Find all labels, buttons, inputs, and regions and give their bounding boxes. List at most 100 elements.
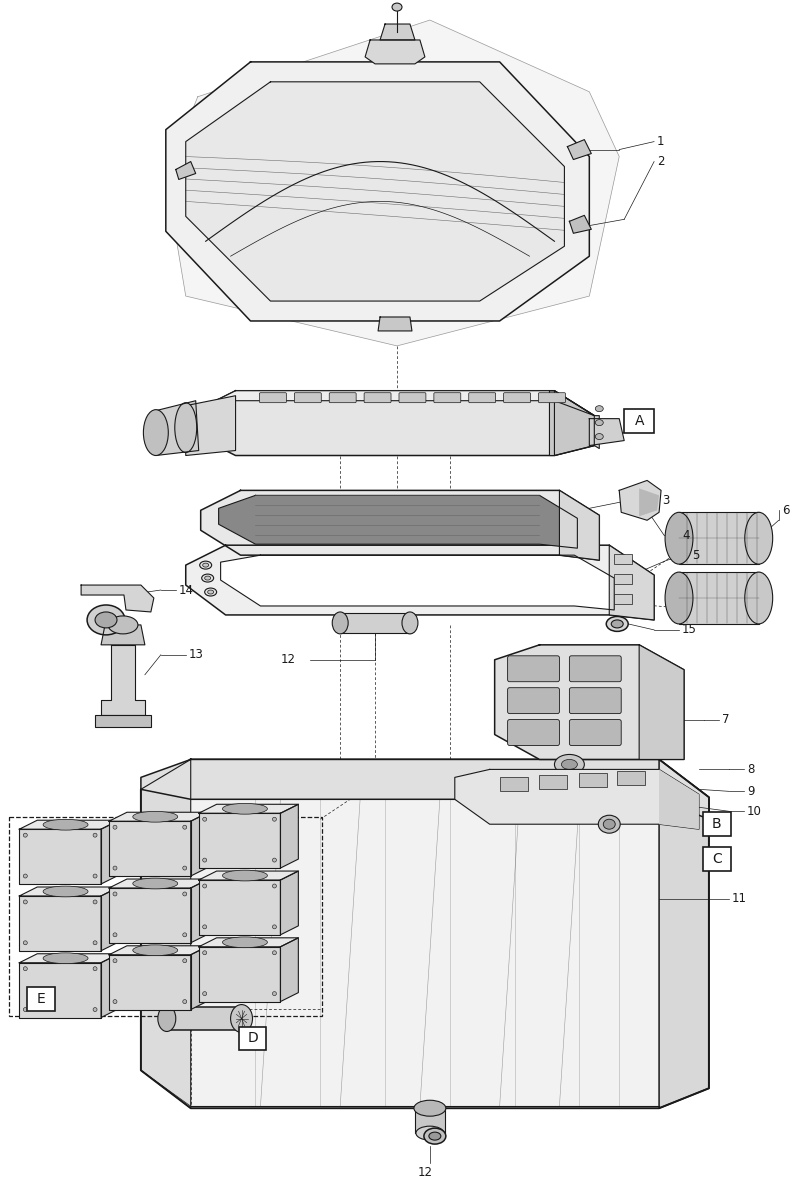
Ellipse shape: [272, 950, 276, 955]
Text: 5: 5: [692, 548, 700, 562]
Polygon shape: [198, 814, 280, 868]
Ellipse shape: [93, 874, 97, 878]
Bar: [615, 574, 632, 584]
Bar: [340, 613, 410, 632]
Ellipse shape: [202, 563, 209, 568]
Polygon shape: [81, 586, 154, 612]
Ellipse shape: [183, 826, 187, 829]
Polygon shape: [198, 947, 280, 1002]
FancyBboxPatch shape: [507, 688, 560, 714]
Ellipse shape: [95, 612, 117, 628]
FancyBboxPatch shape: [569, 720, 621, 745]
Polygon shape: [109, 888, 191, 943]
Ellipse shape: [230, 1004, 252, 1032]
Bar: [679, 512, 759, 564]
Ellipse shape: [596, 433, 603, 439]
Ellipse shape: [23, 967, 27, 971]
Polygon shape: [495, 644, 684, 760]
FancyBboxPatch shape: [538, 392, 565, 403]
Ellipse shape: [175, 403, 197, 452]
Ellipse shape: [183, 959, 187, 962]
Polygon shape: [639, 644, 684, 760]
Polygon shape: [198, 804, 299, 814]
Polygon shape: [101, 625, 145, 644]
FancyBboxPatch shape: [569, 688, 621, 714]
Polygon shape: [380, 24, 415, 40]
Polygon shape: [101, 644, 145, 714]
Ellipse shape: [272, 925, 276, 929]
Ellipse shape: [429, 1132, 441, 1140]
Polygon shape: [109, 812, 209, 821]
Bar: [95, 714, 151, 726]
Ellipse shape: [93, 833, 97, 838]
Ellipse shape: [93, 1008, 97, 1012]
Ellipse shape: [93, 941, 97, 944]
Ellipse shape: [392, 4, 402, 11]
Ellipse shape: [745, 512, 773, 564]
Ellipse shape: [144, 409, 168, 456]
Bar: [499, 778, 527, 791]
Bar: [679, 572, 759, 624]
Ellipse shape: [222, 937, 268, 948]
Ellipse shape: [596, 420, 603, 426]
Ellipse shape: [113, 1000, 117, 1003]
FancyBboxPatch shape: [399, 392, 426, 403]
FancyBboxPatch shape: [624, 409, 654, 432]
Ellipse shape: [599, 815, 620, 833]
Ellipse shape: [183, 1000, 187, 1003]
Bar: [167, 1007, 241, 1031]
Text: 15: 15: [682, 623, 697, 636]
Ellipse shape: [554, 755, 584, 774]
Ellipse shape: [23, 941, 27, 944]
Polygon shape: [659, 760, 709, 1109]
FancyBboxPatch shape: [507, 720, 560, 745]
Polygon shape: [156, 401, 198, 456]
Polygon shape: [19, 887, 119, 896]
FancyBboxPatch shape: [503, 392, 530, 403]
Ellipse shape: [414, 1100, 445, 1116]
Text: 8: 8: [747, 763, 754, 776]
Polygon shape: [141, 760, 191, 1109]
Polygon shape: [198, 871, 299, 880]
Text: 10: 10: [747, 805, 761, 817]
Ellipse shape: [205, 588, 217, 596]
Polygon shape: [191, 946, 209, 1009]
Polygon shape: [109, 946, 209, 955]
Ellipse shape: [745, 572, 773, 624]
FancyBboxPatch shape: [507, 656, 560, 682]
Ellipse shape: [113, 866, 117, 870]
Ellipse shape: [561, 760, 577, 769]
Ellipse shape: [202, 817, 206, 821]
Polygon shape: [455, 769, 699, 829]
Ellipse shape: [424, 1128, 445, 1144]
Polygon shape: [619, 480, 661, 521]
Bar: [617, 772, 646, 785]
Polygon shape: [201, 491, 599, 560]
Polygon shape: [186, 545, 654, 620]
Polygon shape: [191, 880, 209, 943]
Polygon shape: [568, 139, 592, 160]
Ellipse shape: [183, 892, 187, 896]
Ellipse shape: [222, 870, 268, 881]
FancyBboxPatch shape: [364, 392, 391, 403]
Text: A: A: [634, 414, 644, 427]
FancyBboxPatch shape: [703, 847, 730, 871]
Ellipse shape: [113, 932, 117, 937]
Ellipse shape: [202, 574, 214, 582]
Bar: [615, 554, 632, 564]
Text: 9: 9: [747, 785, 754, 798]
Polygon shape: [191, 812, 209, 876]
Bar: [539, 775, 568, 790]
Ellipse shape: [202, 950, 206, 955]
Polygon shape: [186, 396, 236, 456]
Polygon shape: [198, 938, 299, 947]
Polygon shape: [280, 871, 299, 935]
Bar: [415, 1109, 445, 1133]
FancyBboxPatch shape: [330, 392, 357, 403]
Text: 7: 7: [722, 713, 730, 726]
Ellipse shape: [158, 1006, 175, 1032]
Polygon shape: [166, 20, 619, 346]
Polygon shape: [560, 491, 599, 560]
Ellipse shape: [183, 866, 187, 870]
Polygon shape: [101, 821, 119, 884]
